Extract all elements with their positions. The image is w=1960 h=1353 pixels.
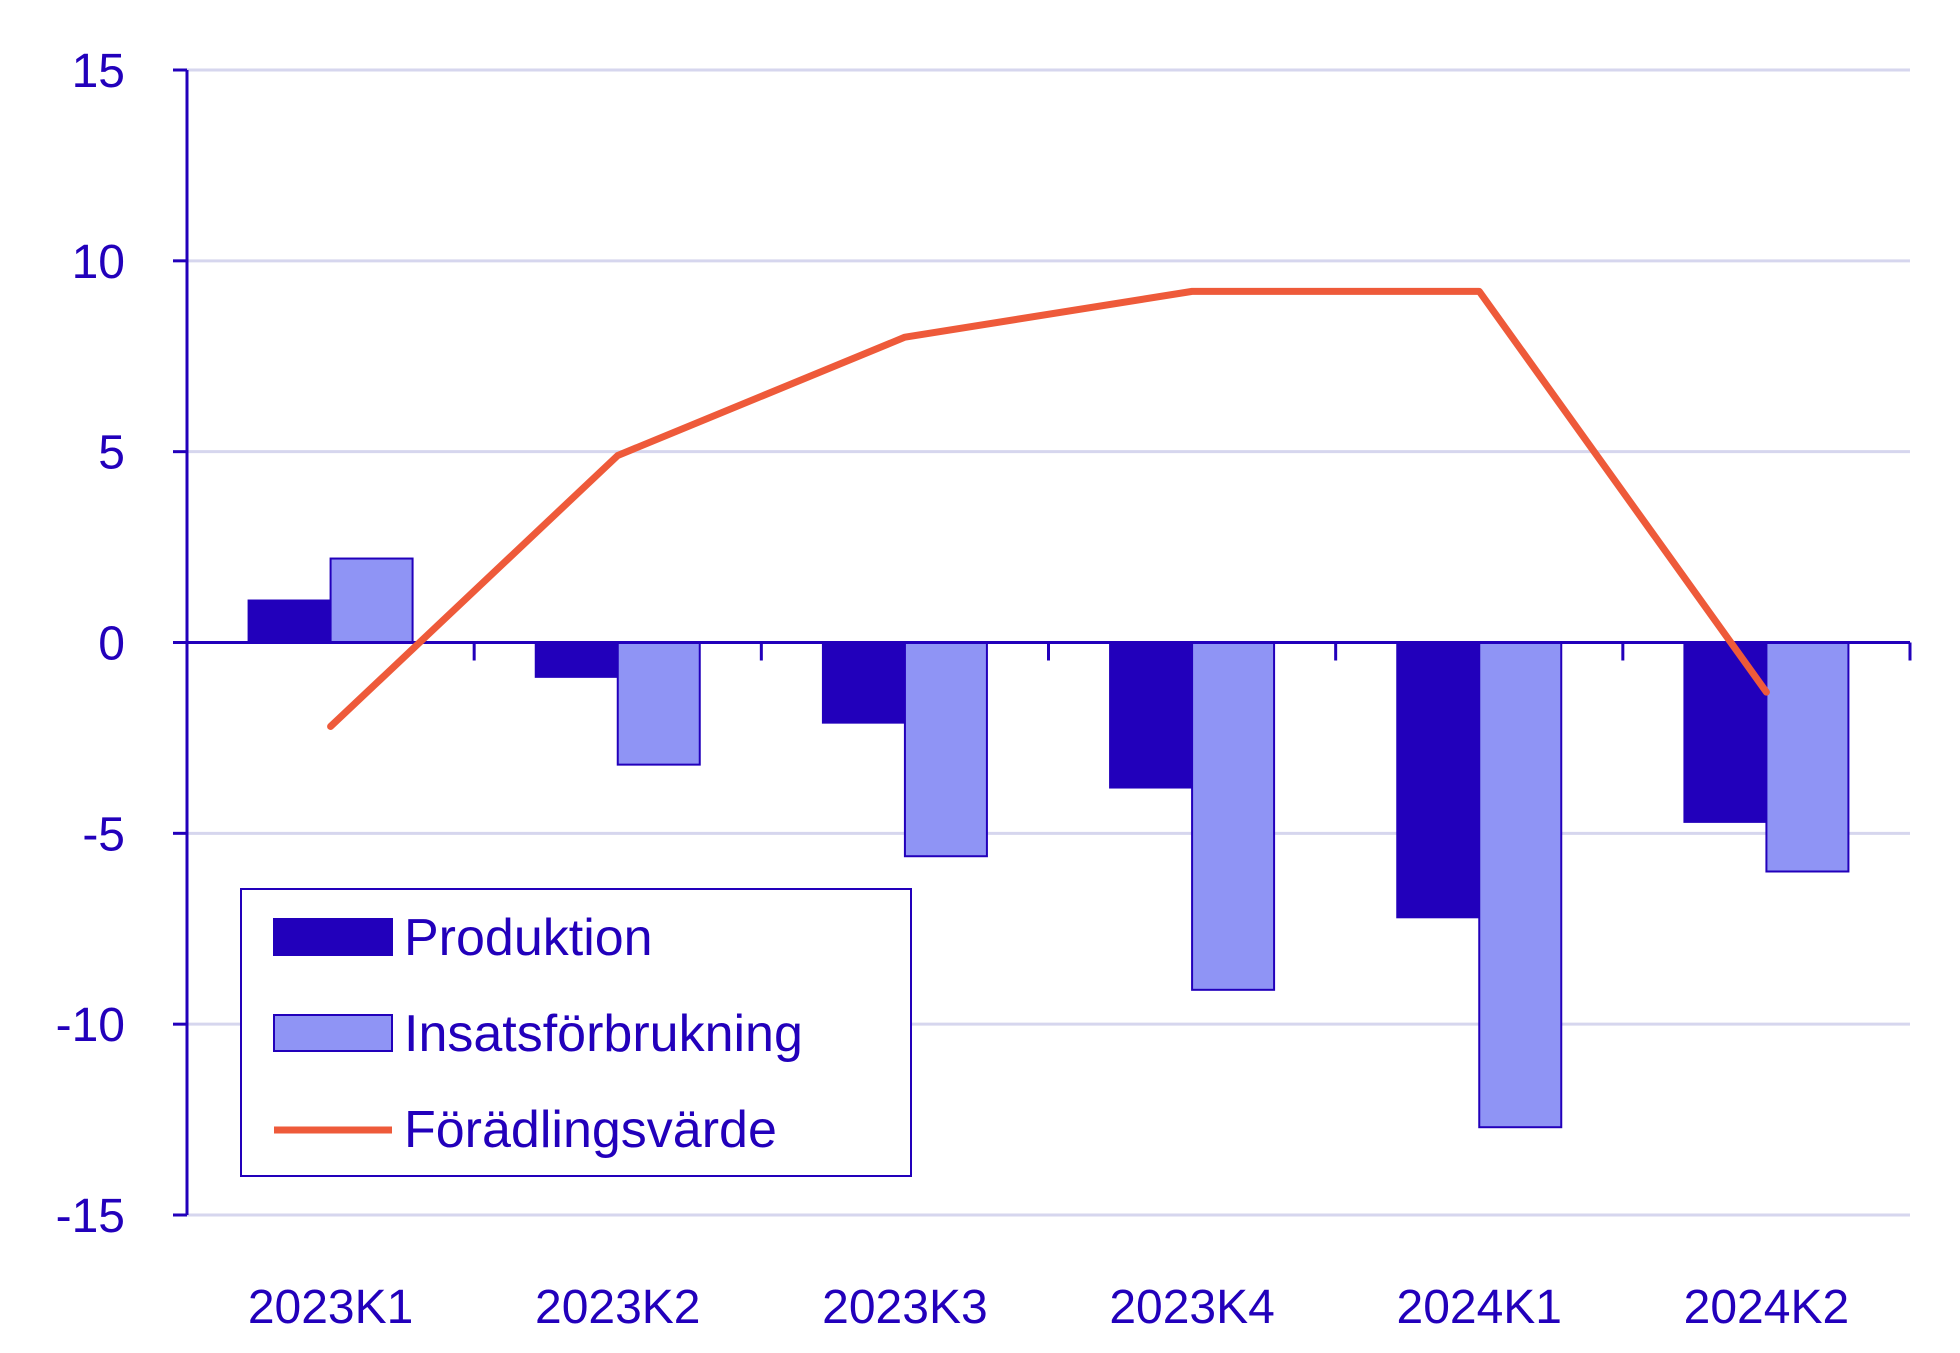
x-tick-label: 2024K1 [1397,1281,1563,1334]
y-tick-label: -15 [56,1190,125,1243]
y-tick-label: -10 [56,999,125,1052]
bar-produktion-2023k4 [1109,641,1194,789]
y-tick-label: 10 [72,236,125,289]
legend-label-foradlingsvarde: Förädlingsvärde [404,1101,777,1159]
y-tick-label: -5 [82,808,125,861]
bar-insatsf-rbrukning-2023k3 [903,641,988,858]
legend-label-insatsforbrukning: Insatsförbrukning [404,1005,803,1063]
x-tick-label: 2023K2 [535,1281,701,1334]
bar-produktion-2023k1 [247,599,332,644]
x-tick-label: 2024K2 [1684,1281,1850,1334]
y-tick-label: 0 [98,618,125,671]
tick-labels: 15 10 5 0 -5 -10 -15 2023K1 2023K2 2023K3 2023K4 20… [56,45,1850,1334]
bar-produktion-2023k3 [821,641,906,724]
bar-insatsf-rbrukning-2023k4 [1191,641,1276,991]
legend-swatch-produktion [273,918,393,956]
y-tick-label: 5 [98,427,125,480]
axes [173,68,1912,1217]
x-tick-label: 2023K1 [248,1281,414,1334]
bar-insatsf-rbrukning-2024k2 [1765,641,1850,873]
legend: Produktion Insatsförbrukning Förädlingsv… [240,888,912,1177]
line-f-r-dlingsv-rde [327,287,1770,730]
legend-label-produktion: Produktion [404,909,653,967]
value-added-line [327,287,1770,730]
bar-insatsf-rbrukning-2024k1 [1478,641,1563,1129]
bar-insatsf-rbrukning-2023k1 [329,557,414,644]
bar-produktion-2023k2 [534,641,619,678]
legend-swatch-insatsforbrukning [273,1014,393,1052]
bar-insatsf-rbrukning-2023k2 [616,641,701,766]
y-tick-label: 15 [72,45,125,98]
x-tick-label: 2023K4 [1109,1281,1275,1334]
x-tick-label: 2023K3 [822,1281,988,1334]
bar-produktion-2024k1 [1396,641,1481,919]
